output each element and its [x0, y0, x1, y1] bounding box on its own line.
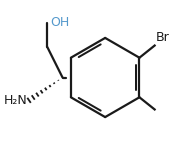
- Text: Br: Br: [156, 31, 170, 44]
- Text: OH: OH: [50, 16, 70, 29]
- Text: H₂N: H₂N: [4, 94, 27, 107]
